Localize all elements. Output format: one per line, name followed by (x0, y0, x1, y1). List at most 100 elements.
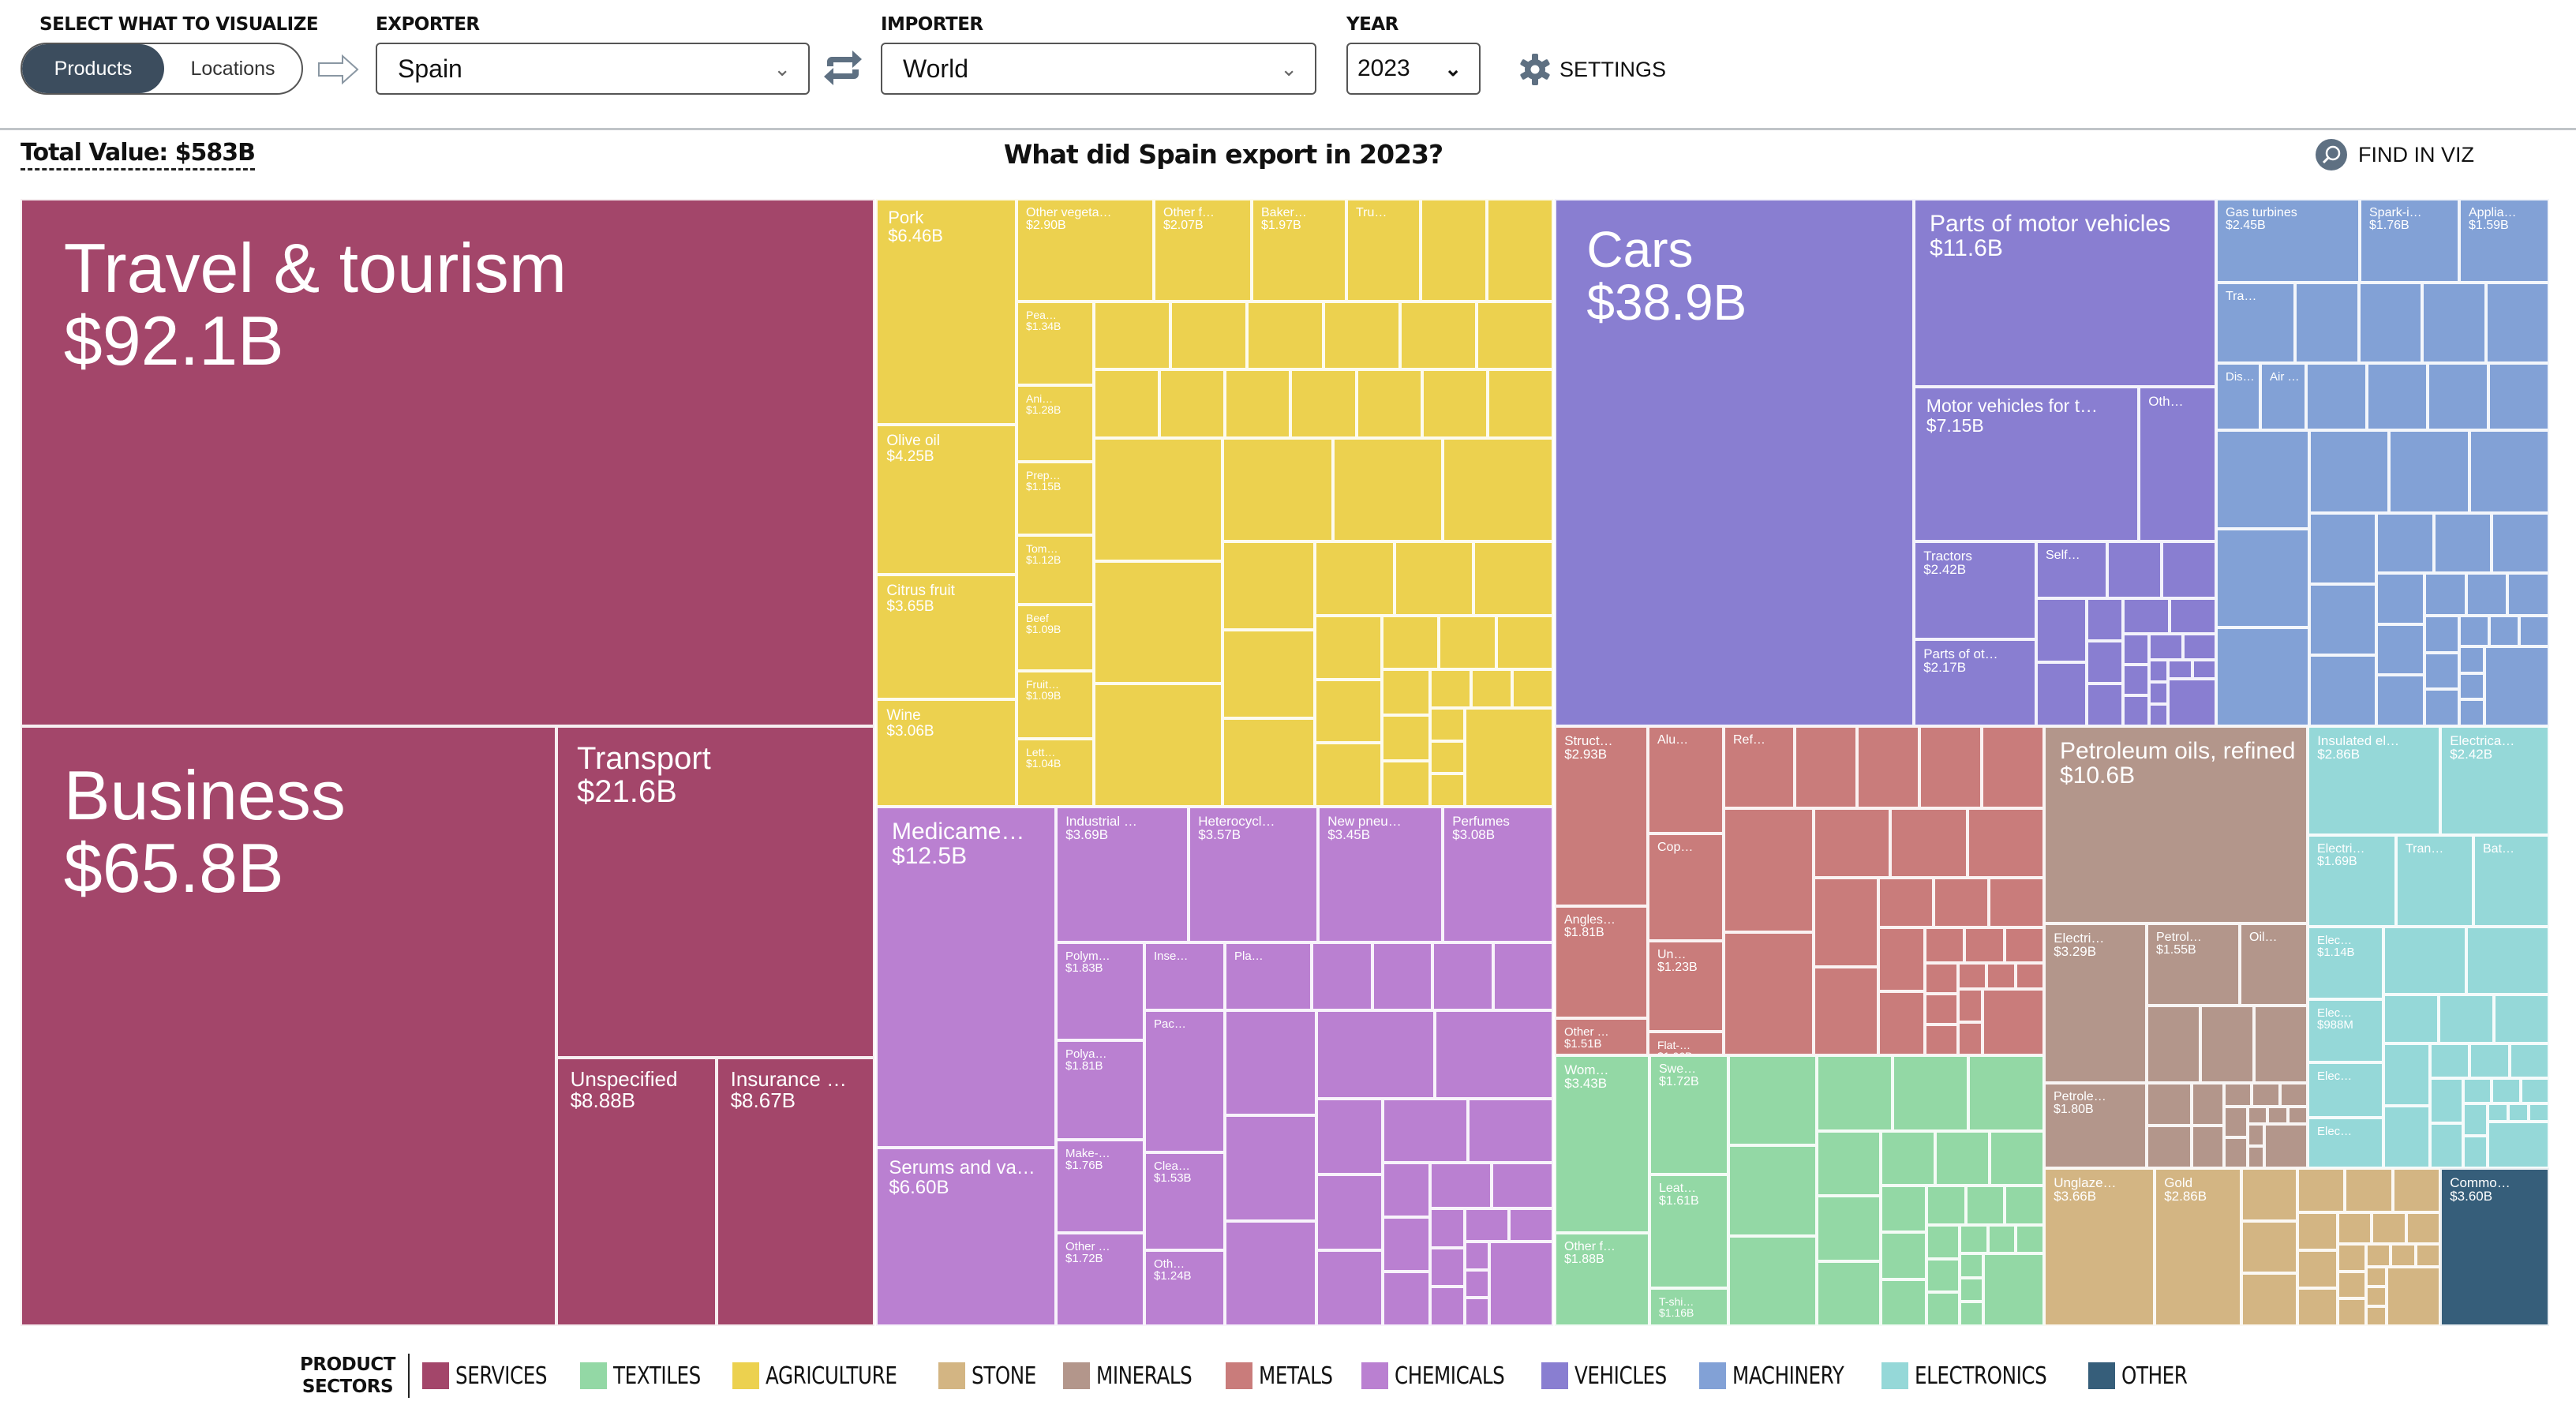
treemap-cell[interactable] (1383, 1163, 1430, 1217)
treemap-cell-elec[interactable]: Elec… $1.14B (2308, 927, 2383, 999)
treemap-cell-inse[interactable]: Inse… (1144, 942, 1225, 1010)
treemap-cell[interactable] (2123, 695, 2149, 726)
treemap-cell[interactable] (2107, 541, 2162, 598)
treemap-cell[interactable] (2366, 1244, 2391, 1267)
treemap-cell-citrus-fruit[interactable]: Citrus fruit $3.65B (876, 575, 1017, 699)
treemap-cell[interactable] (2383, 1043, 2430, 1106)
treemap-cell[interactable] (2424, 616, 2459, 653)
treemap-cell[interactable] (1817, 1261, 1881, 1326)
treemap-cell[interactable] (1512, 669, 1553, 708)
find-in-viz-button[interactable]: FIND IN VIZ (2316, 139, 2474, 170)
treemap-cell[interactable] (2123, 665, 2149, 695)
treemap-cell[interactable] (2430, 1123, 2463, 1168)
treemap-cell[interactable] (1372, 942, 1432, 1010)
treemap-cell[interactable] (1487, 199, 1553, 302)
treemap-cell[interactable] (2216, 529, 2309, 627)
treemap-cell-petroleum-oils-refined[interactable]: Petroleum oils, refined $10.6B (2044, 726, 2308, 923)
treemap-cell[interactable] (2297, 1250, 2338, 1288)
treemap-cell-medicame[interactable]: Medicame… $12.5B (876, 807, 1056, 1148)
treemap-cell[interactable] (1728, 1055, 1817, 1145)
treemap-cell[interactable] (2459, 646, 2484, 673)
legend-item-agriculture[interactable]: AGRICULTURE (732, 1362, 910, 1390)
treemap-cell[interactable] (1989, 878, 2044, 927)
treemap-cell[interactable] (1477, 302, 1553, 369)
treemap-cell[interactable] (1225, 1010, 1316, 1115)
treemap-cell[interactable] (1315, 541, 1395, 616)
treemap-cell[interactable] (1925, 963, 1958, 994)
treemap-cell[interactable] (1926, 1225, 1960, 1259)
treemap-cell[interactable] (2366, 1287, 2387, 1306)
treemap-cell-other[interactable]: Other … $1.51B (1555, 1018, 1648, 1055)
treemap-cell[interactable] (1493, 942, 1553, 1010)
treemap-cell[interactable] (2016, 1225, 2044, 1253)
treemap-cell[interactable] (1982, 726, 2044, 808)
treemap-cell[interactable] (2459, 616, 2489, 646)
treemap-cell[interactable] (1430, 1163, 1492, 1208)
treemap-cell-travel-tourism[interactable]: Travel & tourism $92.1B (21, 199, 874, 726)
treemap-cell-flat[interactable]: Flat-…$1.06B (1648, 1032, 1724, 1055)
treemap-cell-bat[interactable]: Bat… (2473, 835, 2549, 927)
treemap-cell[interactable] (1468, 1099, 1553, 1163)
treemap-cell[interactable] (2309, 430, 2389, 513)
treemap-cell[interactable] (1435, 1010, 1553, 1099)
treemap-cell[interactable] (1094, 302, 1170, 369)
treemap-cell[interactable] (2383, 1106, 2430, 1168)
treemap-cell[interactable] (1509, 1208, 1553, 1242)
treemap-cell[interactable] (2424, 689, 2459, 726)
treemap-cell[interactable] (1439, 616, 1496, 669)
treemap-cell-elec[interactable]: Elec… (2308, 1062, 2383, 1118)
treemap-cell-pork[interactable]: Pork $6.46B (876, 199, 1017, 425)
treemap-cell[interactable] (1432, 942, 1493, 1010)
treemap-cell[interactable] (2422, 283, 2486, 363)
treemap-cell[interactable] (1966, 1186, 2005, 1225)
treemap-cell-t-shi[interactable]: T-shi… $1.16B (1649, 1288, 1728, 1326)
treemap-cell-ani[interactable]: Ani… $1.28B (1017, 385, 1094, 462)
treemap-cell[interactable] (2507, 573, 2549, 616)
treemap-cell[interactable] (2488, 1103, 2508, 1122)
treemap-cell[interactable] (1857, 726, 1919, 808)
treemap-cell[interactable] (2224, 1137, 2248, 1168)
treemap-cell-swe[interactable]: Swe… $1.72B (1649, 1055, 1728, 1174)
treemap-cell[interactable] (1724, 808, 1814, 932)
treemap-cell[interactable] (2494, 995, 2549, 1043)
treemap-cell[interactable] (1925, 994, 1958, 1025)
treemap-cell[interactable] (2149, 660, 2168, 682)
treemap-cell[interactable] (1400, 302, 1477, 369)
treemap-cell[interactable] (2087, 684, 2123, 726)
treemap-cell[interactable] (1422, 369, 1488, 438)
treemap-cell[interactable] (1817, 1131, 1881, 1196)
treemap-cell[interactable] (1383, 1217, 1430, 1272)
treemap-cell[interactable] (2428, 363, 2488, 430)
treemap-cell-dis[interactable]: Dis… (2216, 363, 2260, 430)
treemap-cell-parts-of-motor-vehicles[interactable]: Parts of motor vehicles $11.6B (1914, 199, 2216, 387)
treemap-cell[interactable] (1925, 927, 1964, 963)
treemap-cell[interactable] (2387, 1267, 2440, 1326)
treemap-cell[interactable] (2254, 1006, 2308, 1083)
treemap-cell[interactable] (2521, 1078, 2549, 1103)
treemap-cell-wom[interactable]: Wom… $3.43B (1555, 1055, 1649, 1233)
treemap-cell-electri[interactable]: Electri… $3.29B (2044, 923, 2147, 1083)
treemap-cell[interactable] (2366, 1267, 2387, 1287)
treemap-cell[interactable] (2389, 430, 2469, 513)
treemap-cell[interactable] (1333, 438, 1443, 541)
treemap-cell-olive-oil[interactable]: Olive oil $4.25B (876, 425, 1017, 575)
treemap-cell[interactable] (1465, 1298, 1489, 1326)
treemap-cell[interactable] (1290, 369, 1357, 438)
treemap-cell[interactable] (2430, 1043, 2469, 1078)
treemap-cell[interactable] (1881, 1279, 1926, 1326)
treemap-cell[interactable] (1443, 438, 1553, 541)
treemap-cell-clea[interactable]: Clea… $1.53B (1144, 1152, 1225, 1250)
treemap-cell[interactable] (2241, 1221, 2297, 1273)
treemap-cell[interactable] (1817, 1196, 1881, 1261)
treemap-cell[interactable] (1094, 438, 1222, 561)
treemap-cell-other-vegeta[interactable]: Other vegeta… $2.90B (1017, 199, 1154, 302)
treemap-cell[interactable] (2192, 1126, 2224, 1168)
treemap-cell[interactable] (2297, 1168, 2345, 1212)
treemap-cell-oth[interactable]: Oth… $1.24B (1144, 1250, 1225, 1326)
treemap-cell[interactable] (1960, 1225, 1988, 1253)
treemap-cell-commo[interactable]: Commo… $3.60B (2440, 1168, 2549, 1326)
treemap-cell[interactable] (1357, 369, 1422, 438)
treemap-cell[interactable] (1878, 991, 1925, 1055)
treemap-cell[interactable] (2430, 1078, 2463, 1123)
treemap-cell[interactable] (2492, 513, 2549, 573)
